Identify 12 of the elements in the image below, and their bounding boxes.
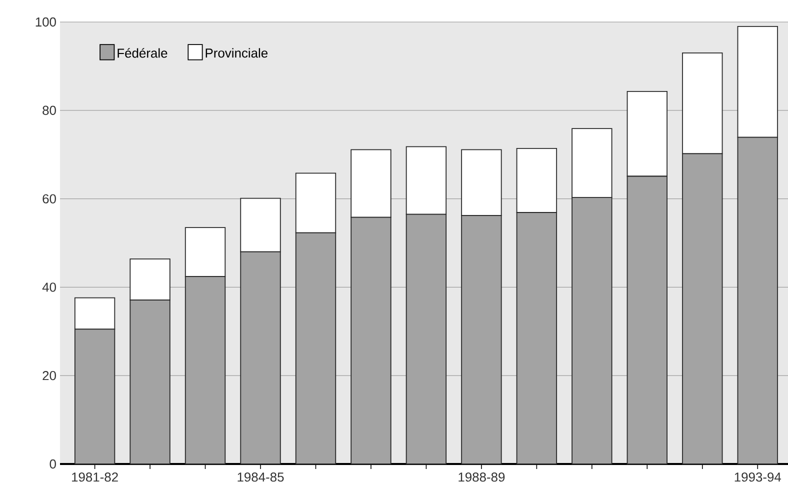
x-tick-label: 1993-94 (734, 472, 782, 482)
y-tick-label: 60 (42, 194, 56, 204)
y-tick-label: 40 (42, 282, 56, 292)
y-tick-label: 0 (50, 459, 56, 469)
legend-label: Provinciale (206, 48, 268, 58)
legend-label: Fédérale (118, 48, 168, 58)
y-tick-label: 20 (42, 371, 56, 380)
x-tick-label: 1984-85 (238, 472, 284, 482)
x-tick-label: 1981-82 (72, 472, 118, 482)
y-tick-label: 80 (42, 106, 56, 115)
x-tick-label: 1988-89 (458, 472, 505, 482)
y-tick-label: 100 (36, 17, 56, 27)
